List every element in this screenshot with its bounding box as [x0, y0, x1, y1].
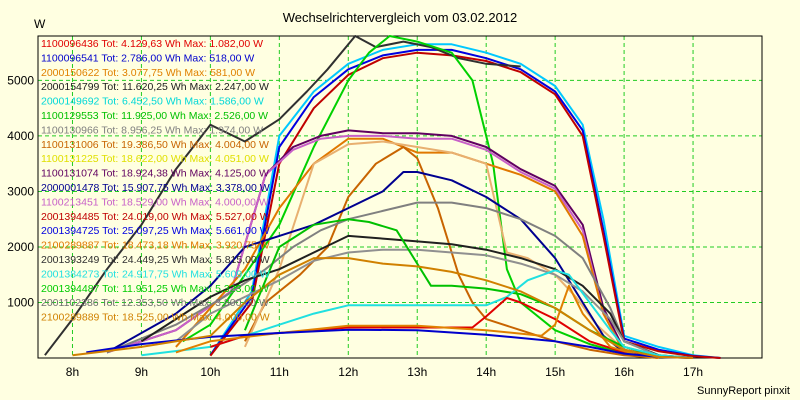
series-line [243, 218, 694, 359]
series-line [209, 48, 721, 359]
x-tick-label: 8h [66, 365, 79, 379]
series-line [72, 257, 694, 359]
series-line [106, 201, 694, 359]
x-tick-label: 10h [200, 365, 220, 379]
x-tick-label: 16h [614, 365, 634, 379]
legend-entry: 2001394725 Tot: 25.097,25 Wh Max: 5.661,… [41, 225, 270, 237]
legend-entry: 1100131006 Tot: 19.386,50 Wh Max: 4.004,… [41, 139, 269, 151]
legend-entry: 1100130966 Tot: 8.956,25 Wh Max: 1.974,0… [41, 124, 263, 136]
legend-entry: 2000149692 Tot: 6.452,50 Wh Max: 1.586,0… [41, 96, 264, 108]
x-tick-label: 14h [476, 365, 496, 379]
series-line [175, 248, 694, 359]
x-tick-label: 13h [407, 365, 427, 379]
x-tick-label: 9h [135, 365, 148, 379]
series-line [182, 35, 659, 359]
legend-entry: 2000001478 Tot: 15.907,75 Wh Max: 3.378,… [41, 182, 270, 194]
legend-entry: 2000150622 Tot: 3.077,75 Wh Max: 581,00 … [41, 67, 255, 79]
legend-entry: 2001384273 Tot: 24.917,75 Wh Max: 5.609,… [41, 268, 270, 280]
x-tick-label: 11h [270, 365, 289, 379]
y-tick-label: 4000 [7, 129, 34, 143]
x-axis: 8h 9h 10h 11h 12h 13h 14h 15h 16h 17h [66, 365, 703, 379]
series-line [141, 269, 694, 359]
y-tick-label: 1000 [7, 295, 34, 309]
legend-entry: 1100129553 Tot: 11.925,00 Wh Max: 2.526,… [41, 110, 268, 122]
series-line [209, 43, 721, 359]
legend-entry: 2001394487 Tot: 11.951,25 Wh Max: 5.323,… [41, 283, 269, 295]
series-line [209, 51, 721, 359]
legend-entry: 2001393249 Tot: 24.449,25 Wh Max: 5.815,… [41, 254, 270, 266]
legend-entry: 1100131074 Tot: 18.924,38 Wh Max: 4.125,… [41, 168, 269, 180]
y-axis-unit-label: W [34, 17, 46, 31]
y-axis: 1000 2000 3000 4000 5000 [7, 73, 34, 309]
series-line [106, 171, 659, 359]
legend-entry: 2100289889 Tot: 18.525,00 Wh Max: 4.000,… [41, 312, 270, 324]
legend-entry: 2001102386 Tot: 12.353,50 Wh Max: 3.800,… [41, 297, 269, 309]
y-tick-label: 3000 [7, 184, 34, 198]
legend-entry: 1100096541 Tot: 2.786,00 Wh Max: 518,00 … [41, 52, 254, 64]
footer-credit: SunnyReport pinxit [697, 385, 790, 397]
plot-frame [37, 35, 763, 359]
legend-entry: 2100289887 Tot: 18.473,18 Wh Max: 3.920,… [41, 240, 270, 252]
legend: 1100096436 Tot: 4.129,63 Wh Max: 1.082,0… [41, 38, 270, 324]
chart-title: Wechselrichtervergleich vom 03.02.2012 [282, 10, 518, 25]
series-lines [44, 35, 721, 359]
legend-entry: 1100213451 Tot: 18.529,00 Wh Max: 4.000,… [41, 196, 269, 208]
legend-entry: 1100131225 Tot: 18.622,00 Wh Max: 4.051,… [41, 153, 269, 165]
y-tick-label: 5000 [7, 73, 34, 87]
series-line [44, 35, 521, 356]
y-tick-label: 2000 [7, 240, 34, 254]
x-tick-label: 17h [683, 365, 703, 379]
x-tick-label: 12h [338, 365, 358, 379]
legend-entry: 2001394485 Tot: 24.019,00 Wh Max: 5.527,… [41, 211, 270, 223]
legend-entry: 1100096436 Tot: 4.129,63 Wh Max: 1.082,0… [41, 38, 263, 50]
series-line [140, 234, 694, 359]
legend-entry: 2000154799 Tot: 11.620,25 Wh Max: 2.247,… [41, 81, 269, 93]
x-tick-label: 15h [545, 365, 565, 379]
